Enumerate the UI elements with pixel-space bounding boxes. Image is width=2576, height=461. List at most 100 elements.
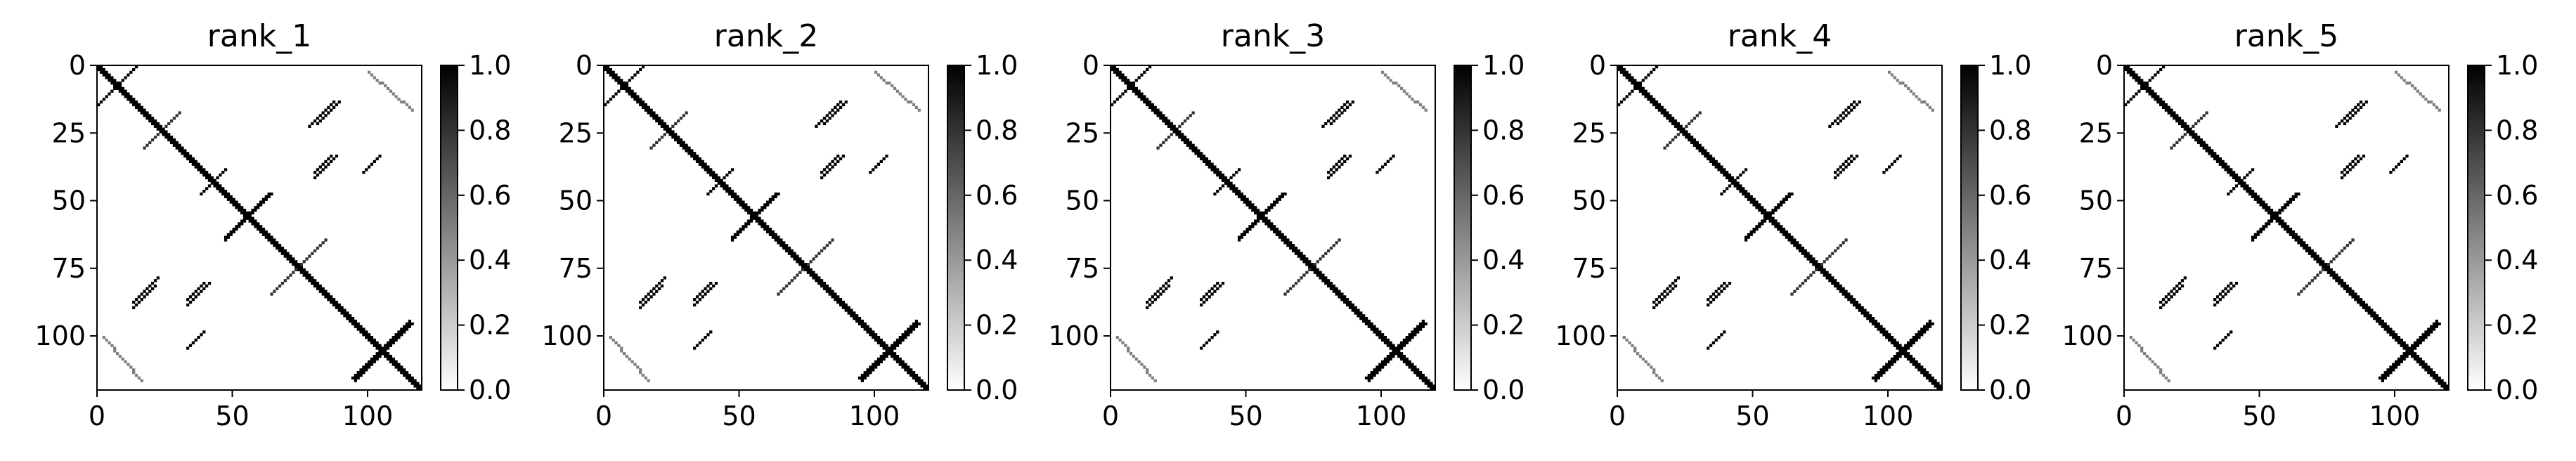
heatmap-cell	[1213, 168, 1217, 171]
heatmap-cell	[232, 197, 235, 201]
heatmap-cell	[1717, 168, 1721, 171]
heatmap-cell	[2440, 379, 2444, 382]
heatmap-cell	[766, 225, 770, 228]
heatmap-cell	[405, 103, 409, 107]
heatmap-cell	[1928, 322, 1931, 325]
heatmap-cell	[102, 98, 105, 101]
heatmap-cell	[1319, 257, 1322, 261]
heatmap-cell	[359, 325, 363, 328]
heatmap-cell	[132, 300, 136, 304]
heatmap-cell	[907, 100, 910, 104]
heatmap-cell	[863, 371, 867, 375]
heatmap-cell	[270, 192, 273, 196]
heatmap-cell	[191, 162, 195, 166]
heatmap-cell	[2343, 282, 2347, 285]
heatmap-cell	[1121, 341, 1125, 344]
colorbar-tick-label: 0.2	[469, 310, 511, 341]
heatmap-cell	[912, 373, 916, 377]
heatmap-cell	[923, 384, 926, 388]
heatmap-cell	[822, 122, 827, 126]
heatmap-cell	[405, 373, 409, 377]
heatmap-cell	[1852, 298, 1856, 301]
heatmap-cell	[2416, 354, 2420, 358]
heatmap-cell	[143, 111, 146, 115]
heatmap-cell	[405, 322, 409, 325]
heatmap-cell	[660, 136, 664, 139]
heatmap-cell	[1115, 336, 1119, 339]
heatmap-cell	[1264, 222, 1268, 226]
heatmap-cell	[736, 200, 739, 204]
heatmap-cell	[1882, 365, 1886, 369]
heatmap-cell	[229, 233, 233, 236]
heatmap-cell	[1812, 271, 1816, 274]
heatmap-cell	[2211, 149, 2214, 152]
heatmap-cell	[712, 174, 716, 177]
heatmap-cell	[2278, 216, 2281, 220]
heatmap-cell	[2364, 309, 2368, 312]
heatmap-cell	[1115, 70, 1119, 74]
heatmap-cell	[1411, 368, 1414, 372]
heatmap-cell	[1300, 257, 1303, 261]
heatmap-cell	[2213, 346, 2217, 350]
heatmap-cell	[2180, 124, 2185, 128]
heatmap-cell	[641, 65, 645, 69]
heatmap-cell	[1714, 290, 1718, 293]
heatmap-cell	[1674, 136, 1678, 139]
heatmap-cell	[1644, 76, 1648, 79]
heatmap-cell	[1310, 268, 1314, 271]
heatmap-cell	[397, 368, 401, 372]
heatmap-cell	[1890, 360, 1894, 363]
heatmap-cell	[752, 211, 756, 215]
heatmap-cell	[145, 114, 149, 117]
heatmap-cell	[1682, 127, 1685, 131]
heatmap-cell	[2196, 119, 2201, 123]
heatmap-cell	[1747, 195, 1751, 199]
heatmap-cell	[2373, 317, 2376, 320]
heatmap-cell	[197, 162, 200, 166]
heatmap-cell	[1793, 244, 1797, 247]
heatmap-cell	[2432, 373, 2436, 377]
heatmap-cell	[2137, 89, 2141, 93]
heatmap-cell	[213, 184, 216, 188]
heatmap-cell	[1893, 360, 1896, 363]
heatmap-cell	[408, 322, 411, 325]
heatmap-cell	[316, 246, 320, 250]
heatmap-cell	[2338, 279, 2341, 283]
heatmap-cell	[1736, 176, 1740, 180]
x-tick-label: 50	[1229, 401, 1262, 431]
heatmap-cell	[647, 111, 650, 115]
heatmap-cell	[145, 117, 149, 120]
heatmap-cell	[895, 89, 900, 93]
heatmap-cell	[2291, 230, 2295, 234]
heatmap-cell	[327, 157, 330, 161]
heatmap-cell	[118, 82, 122, 85]
heatmap-cell	[2359, 300, 2363, 304]
heatmap-cell	[1839, 287, 1842, 290]
heatmap-cell	[1183, 136, 1187, 139]
heatmap-cell	[1329, 174, 1333, 177]
heatmap-cell	[1714, 295, 1718, 299]
heatmap-cell	[1256, 216, 1260, 220]
heatmap-cell	[1370, 327, 1373, 331]
heatmap-cell	[1338, 295, 1341, 299]
heatmap-cell	[259, 225, 263, 228]
y-tick-label: 100	[34, 320, 86, 351]
heatmap-cell	[739, 230, 742, 234]
heatmap-cell	[836, 108, 840, 112]
heatmap-cell	[1338, 165, 1341, 169]
heatmap-cell	[1906, 354, 1910, 358]
heatmap-cell	[2175, 141, 2179, 145]
heatmap-cell	[375, 157, 379, 161]
heatmap-cell	[1224, 176, 1227, 180]
heatmap-cell	[879, 354, 883, 358]
heatmap-cell	[337, 100, 341, 104]
heatmap-cell	[1208, 165, 1211, 169]
heatmap-cell	[620, 79, 623, 82]
heatmap-cell	[1159, 287, 1163, 290]
heatmap-cell	[156, 276, 160, 280]
heatmap-cell	[1243, 197, 1246, 201]
heatmap-cell	[1749, 200, 1753, 204]
heatmap-cell	[370, 357, 374, 361]
heatmap-cell	[416, 384, 420, 388]
